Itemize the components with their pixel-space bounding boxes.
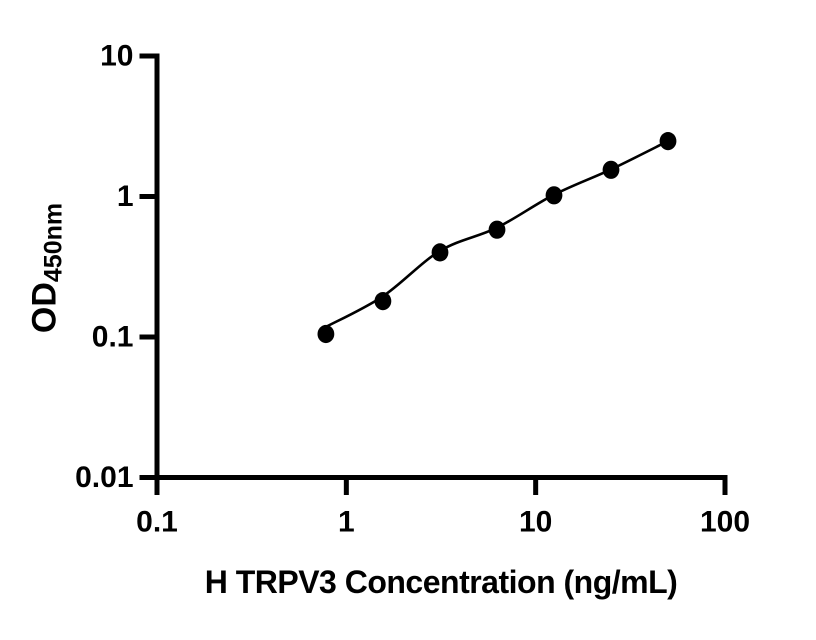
y-axis-title: OD450nm — [26, 203, 69, 333]
data-point — [317, 324, 335, 344]
y-tick-label: 0.01 — [75, 461, 133, 494]
data-point — [659, 132, 677, 151]
y-tick-label: 10 — [100, 40, 133, 73]
x-tick-label: 10 — [519, 506, 552, 539]
y-axis-title-main: OD — [25, 282, 64, 334]
data-point — [602, 160, 620, 179]
y-tick-label: 0.1 — [92, 321, 134, 354]
y-tick-label: 1 — [117, 180, 134, 213]
x-tick-label: 1 — [338, 506, 355, 539]
data-point — [545, 186, 563, 205]
y-axis-title-subscript: 450nm — [39, 202, 68, 283]
x-tick-label: 100 — [700, 506, 750, 539]
data-point — [488, 220, 506, 239]
x-tick-label: 0.1 — [136, 506, 178, 539]
data-point — [431, 243, 449, 262]
data-point — [374, 292, 392, 311]
x-axis-title: H TRPV3 Concentration (ng/mL) — [204, 564, 678, 600]
